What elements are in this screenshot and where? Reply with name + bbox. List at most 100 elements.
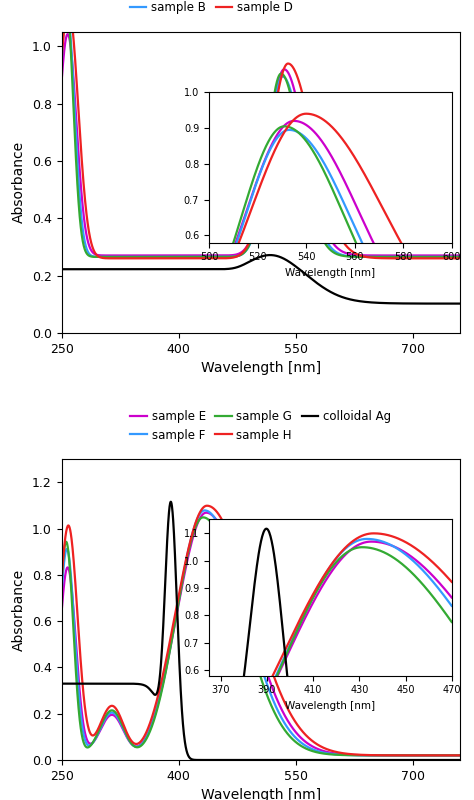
sample D <box>373 253 378 262</box>
Line: sample E: sample E <box>62 513 460 755</box>
colloidal Ag <box>242 755 248 765</box>
Line: sample F: sample F <box>62 510 460 755</box>
sample G <box>59 576 64 586</box>
Legend: sample A, sample B, sample C, sample D, colloidal Au: sample A, sample B, sample C, sample D, … <box>125 0 396 19</box>
sample E <box>446 750 451 760</box>
sample E <box>457 750 463 760</box>
sample F <box>253 642 258 652</box>
colloidal Au <box>252 254 258 264</box>
colloidal Au <box>79 265 85 274</box>
colloidal Ag <box>373 755 378 765</box>
X-axis label: Wavelength [nm]: Wavelength [nm] <box>201 788 321 800</box>
sample A <box>242 244 248 254</box>
sample H <box>242 578 248 588</box>
sample E <box>373 750 378 760</box>
sample F <box>59 588 64 598</box>
colloidal Au <box>446 298 451 308</box>
colloidal Ag <box>402 755 408 765</box>
Legend: sample E, sample F, sample G, sample H, colloidal Ag: sample E, sample F, sample G, sample H, … <box>126 405 396 446</box>
sample E <box>59 607 64 617</box>
sample H <box>204 501 210 510</box>
sample E <box>79 709 85 718</box>
sample D <box>253 218 258 228</box>
colloidal Au <box>59 265 64 274</box>
sample G <box>457 750 463 760</box>
sample G <box>79 730 85 740</box>
sample C <box>373 252 378 262</box>
sample G <box>242 618 248 628</box>
colloidal Ag <box>168 497 173 506</box>
X-axis label: Wavelength [nm]: Wavelength [nm] <box>201 361 321 375</box>
Line: sample A: sample A <box>62 34 460 255</box>
sample A <box>446 250 451 260</box>
sample G <box>446 750 451 760</box>
sample F <box>242 604 248 614</box>
sample E <box>203 508 209 518</box>
sample C <box>446 252 451 262</box>
colloidal Ag <box>446 755 451 765</box>
sample A <box>65 30 71 39</box>
Y-axis label: Absorbance: Absorbance <box>12 142 27 223</box>
sample E <box>242 594 248 604</box>
sample B <box>446 252 451 262</box>
Line: sample D: sample D <box>62 6 460 258</box>
sample H <box>446 750 451 760</box>
sample A <box>137 250 143 260</box>
Line: sample H: sample H <box>62 506 460 755</box>
sample F <box>446 750 451 760</box>
sample H <box>59 574 64 583</box>
sample E <box>253 631 258 641</box>
sample A <box>373 250 378 260</box>
sample F <box>446 750 451 760</box>
sample D <box>65 2 71 11</box>
colloidal Au <box>457 298 463 308</box>
sample C <box>457 252 463 262</box>
sample H <box>79 672 85 682</box>
sample H <box>253 614 258 624</box>
sample A <box>457 250 463 260</box>
colloidal Ag <box>79 679 85 689</box>
sample G <box>201 513 206 522</box>
sample B <box>457 252 463 262</box>
sample A <box>253 218 258 227</box>
sample C <box>79 233 85 242</box>
Line: colloidal Au: colloidal Au <box>62 255 460 303</box>
sample C <box>64 0 69 6</box>
sample B <box>79 219 85 229</box>
sample B <box>128 252 133 262</box>
sample B <box>446 252 451 262</box>
sample C <box>242 247 248 257</box>
Line: sample G: sample G <box>62 518 460 755</box>
sample C <box>122 252 128 262</box>
colloidal Au <box>373 298 378 307</box>
sample D <box>446 254 451 263</box>
sample F <box>202 506 208 515</box>
sample C <box>446 252 451 262</box>
sample D <box>59 55 64 65</box>
sample F <box>457 750 463 760</box>
Line: colloidal Ag: colloidal Ag <box>62 502 460 760</box>
sample F <box>79 719 85 729</box>
sample B <box>242 247 248 257</box>
colloidal Ag <box>457 755 463 765</box>
sample B <box>59 58 64 67</box>
sample G <box>253 656 258 666</box>
sample A <box>59 76 64 86</box>
sample H <box>457 750 463 760</box>
colloidal Au <box>446 298 451 308</box>
sample D <box>446 254 451 263</box>
sample C <box>59 43 64 53</box>
Line: sample B: sample B <box>62 10 460 257</box>
Line: sample C: sample C <box>62 1 460 257</box>
sample A <box>446 250 451 260</box>
sample F <box>373 750 378 760</box>
sample D <box>457 254 463 263</box>
sample E <box>446 750 451 760</box>
colloidal Ag <box>253 755 258 765</box>
sample C <box>253 219 258 229</box>
sample G <box>373 750 378 760</box>
sample B <box>373 252 378 262</box>
sample D <box>147 254 153 263</box>
Y-axis label: Absorbance: Absorbance <box>12 569 27 650</box>
colloidal Ag <box>59 679 64 689</box>
